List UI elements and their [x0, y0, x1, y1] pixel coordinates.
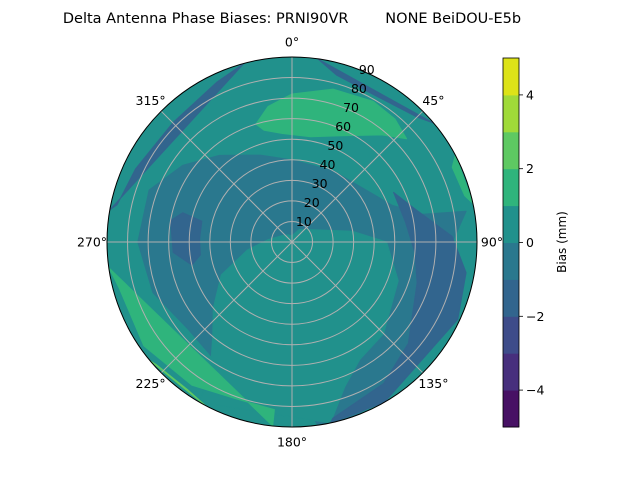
angular-tick-label: 225° — [136, 376, 166, 391]
colorbar-band — [503, 94, 519, 133]
radial-tick-label: 70 — [343, 100, 359, 115]
angular-tick-label: 90° — [481, 235, 503, 250]
angular-tick-labels: 0° 45° 90° 135° 180° 225° 270° 315° — [77, 35, 503, 450]
radial-tick-label: 20 — [304, 195, 320, 210]
angular-gridline — [291, 110, 424, 243]
colorbar-band — [503, 58, 519, 96]
contour-region-7 — [451, 154, 474, 204]
radial-tick-label: 80 — [351, 81, 367, 96]
colorbar-label: Bias (mm) — [555, 211, 569, 273]
radial-tick-label: 30 — [312, 176, 328, 191]
angular-gridline — [291, 241, 424, 374]
radial-tick-labels: 10 20 30 40 50 60 70 80 90 — [296, 62, 375, 229]
contour-region-8 — [108, 267, 275, 427]
radial-tick-label: 50 — [327, 138, 343, 153]
colorbar-band — [503, 168, 519, 207]
colorbar-tick-label: 4 — [526, 87, 534, 102]
polar-frame — [106, 56, 478, 428]
colorbar-tick-label: 0 — [526, 235, 534, 250]
angular-gridline — [160, 110, 293, 243]
radial-tick-label: 10 — [296, 214, 312, 229]
angular-tick-label: 270° — [77, 235, 107, 250]
angular-tick-label: 315° — [136, 93, 166, 108]
angular-tick-label: 0° — [285, 35, 299, 50]
angular-gridline — [160, 241, 293, 374]
colorbar: −4 −2 0 2 4 — [502, 57, 544, 428]
colorbar-tick-label: −4 — [526, 383, 544, 398]
colorbar-band — [503, 390, 519, 428]
colorbar-band — [503, 316, 519, 354]
colorbar-band — [503, 131, 519, 170]
contour-region-9 — [149, 360, 206, 406]
chart-title: Delta Antenna Phase Biases: PRNI90VR NON… — [63, 11, 521, 27]
colorbar-tick-label: −2 — [526, 309, 544, 324]
radial-tick-label: 40 — [320, 157, 336, 172]
colorbar-band — [503, 279, 519, 317]
colorbar-tick-label: 2 — [526, 161, 534, 176]
polar-grid — [107, 57, 477, 427]
colorbar-band — [503, 205, 519, 243]
radial-tick-label: 60 — [335, 119, 351, 134]
angular-tick-label: 45° — [422, 93, 444, 108]
colorbar-band — [503, 242, 519, 280]
angular-tick-label: 135° — [418, 376, 448, 391]
contour-region-3 — [170, 212, 203, 266]
colorbar-band — [503, 353, 519, 391]
radial-tick-label: 90 — [359, 62, 375, 77]
angular-tick-label: 180° — [277, 435, 307, 450]
contour-region-5 — [317, 58, 435, 124]
